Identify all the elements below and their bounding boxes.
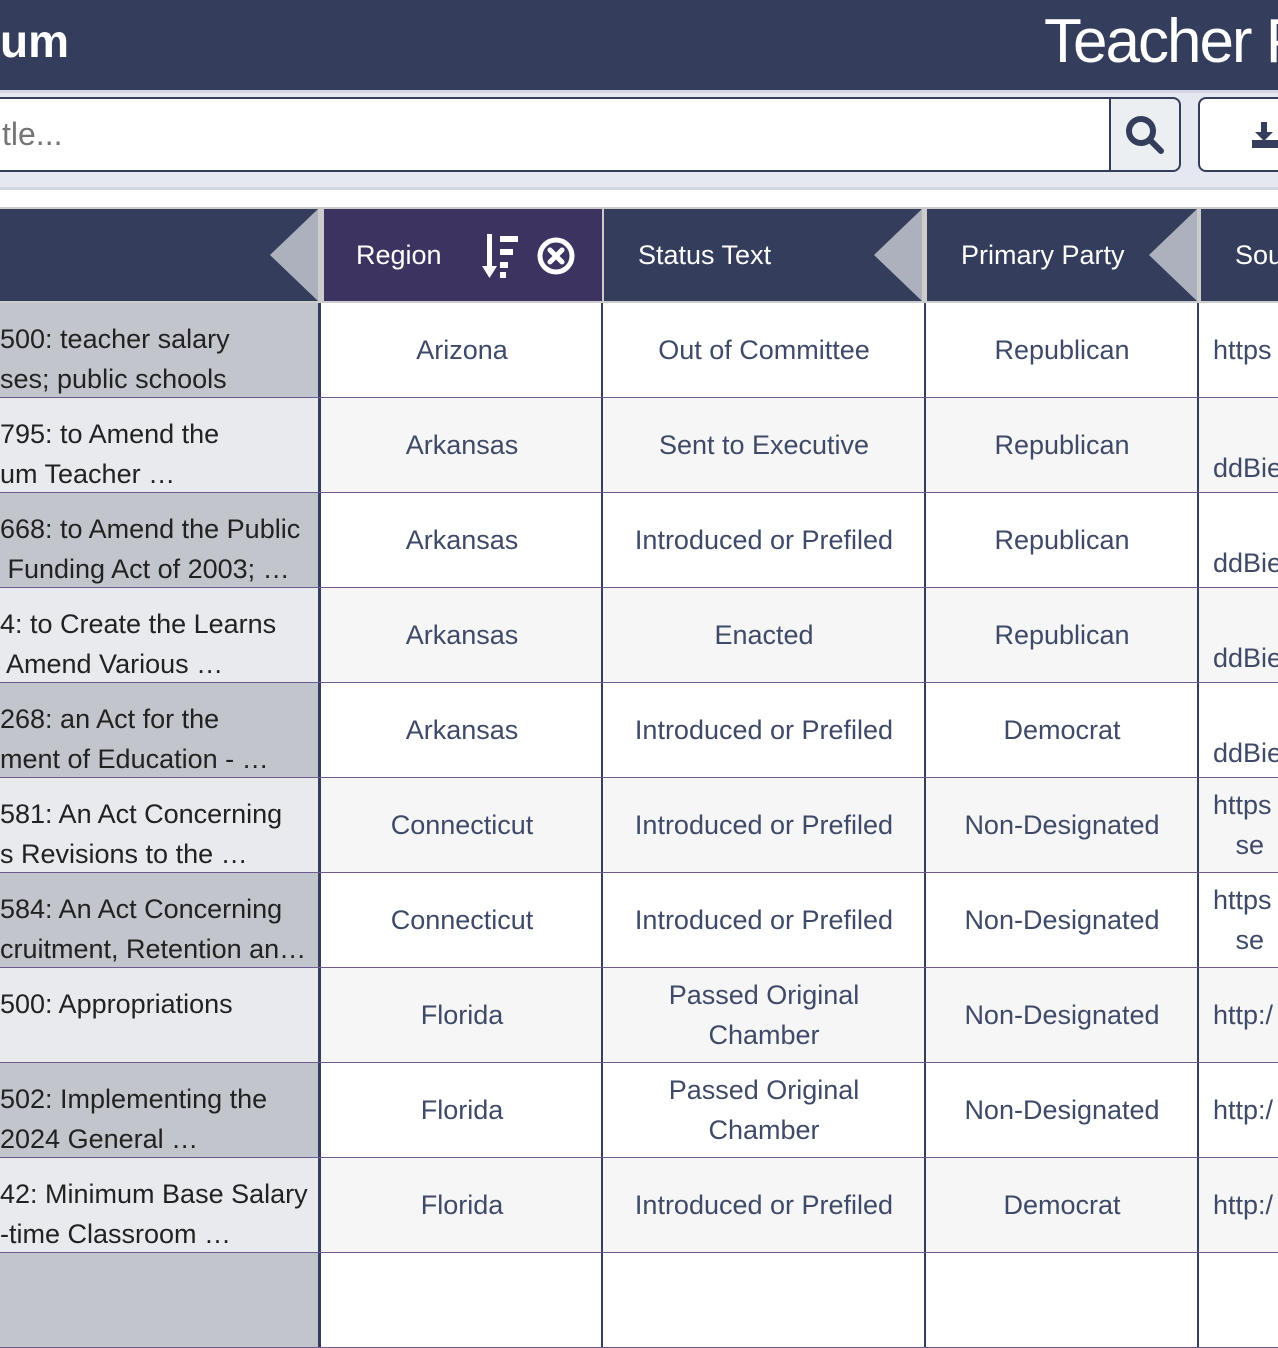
cell-region: Florida bbox=[323, 968, 603, 1062]
cell-status: Introduced or Prefiled bbox=[604, 778, 926, 872]
table-row[interactable]: 502: Implementing the 2024 General … Flor… bbox=[0, 1063, 1278, 1158]
column-header-party[interactable]: Primary Party bbox=[927, 209, 1197, 301]
cell-region: Florida bbox=[323, 1063, 603, 1157]
cell-region: Connecticut bbox=[323, 778, 603, 872]
cell-status: Introduced or Prefiled bbox=[604, 873, 926, 967]
cell-status: Passed Original Chamber bbox=[604, 1063, 926, 1157]
page-title: Teacher Pa bbox=[1044, 7, 1278, 76]
cell-region: Connecticut bbox=[323, 873, 603, 967]
search-field[interactable] bbox=[0, 97, 1110, 172]
cell-title: 584: An Act Concerning cruitment, Retent… bbox=[0, 873, 321, 967]
cell-region: Florida bbox=[323, 1158, 603, 1252]
column-label: Primary Party bbox=[961, 239, 1125, 270]
cell-title bbox=[0, 1253, 321, 1347]
column-label: Region bbox=[356, 239, 442, 270]
cell-party: Democrat bbox=[927, 1158, 1199, 1252]
cell-party: Republican bbox=[927, 398, 1199, 492]
cell-source: http:/ bbox=[1213, 1190, 1274, 1220]
cell-source: ddBie bbox=[1213, 548, 1278, 578]
collapse-column-icon[interactable] bbox=[874, 209, 922, 301]
table-row[interactable]: 42: Minimum Base Salary -time Classroom … bbox=[0, 1158, 1278, 1253]
column-header-region[interactable]: Region bbox=[324, 209, 602, 301]
cell-source: https se bbox=[1213, 790, 1272, 860]
collapse-column-icon[interactable] bbox=[1149, 209, 1197, 301]
cell-source: https bbox=[1213, 335, 1272, 365]
column-label: Status Text bbox=[638, 239, 772, 270]
cell-party: Non-Designated bbox=[927, 1063, 1199, 1157]
cell-party: Republican bbox=[927, 303, 1199, 397]
collapse-column-icon[interactable] bbox=[270, 209, 318, 301]
table-row[interactable]: 581: An Act Concerning s Revisions to th… bbox=[0, 778, 1278, 873]
cell-source: http:/ bbox=[1213, 1095, 1274, 1125]
table-row[interactable]: 500: teacher salary ses; public schools A… bbox=[0, 303, 1278, 398]
cell-title: 668: to Amend the Public Funding Act of … bbox=[0, 493, 321, 587]
cell-status: Introduced or Prefiled bbox=[604, 683, 926, 777]
cell-source: ddBie bbox=[1213, 453, 1278, 483]
table-header: Region Status Text Primary Party Sou bbox=[0, 207, 1278, 303]
column-header-title[interactable] bbox=[0, 209, 318, 301]
cell-party: Non-Designated bbox=[927, 778, 1199, 872]
cell-region: Arkansas bbox=[323, 398, 603, 492]
table-row[interactable]: 795: to Amend the um Teacher … Arkansas Se… bbox=[0, 398, 1278, 493]
table-row[interactable]: 668: to Amend the Public Funding Act of … bbox=[0, 493, 1278, 588]
table-row[interactable]: 500: Appropriations Florida Passed Origina… bbox=[0, 968, 1278, 1063]
app-header: um Teacher Pa bbox=[0, 0, 1278, 90]
cell-status: Out of Committee bbox=[604, 303, 926, 397]
cell-region bbox=[323, 1253, 603, 1347]
cell-party: Democrat bbox=[927, 683, 1199, 777]
magnifier-icon bbox=[1126, 115, 1164, 154]
cell-source: ddBie bbox=[1213, 738, 1278, 768]
table-row[interactable]: 4: to Create the Learns Amend Various … A… bbox=[0, 588, 1278, 683]
cell-region: Arkansas bbox=[323, 588, 603, 682]
cell-party: Non-Designated bbox=[927, 968, 1199, 1062]
circle-x-icon[interactable] bbox=[536, 236, 576, 276]
cell-region: Arkansas bbox=[323, 493, 603, 587]
table-row[interactable]: 268: an Act for the ment of Education - … bbox=[0, 683, 1278, 778]
cell-party bbox=[927, 1253, 1199, 1347]
cell-party: Non-Designated bbox=[927, 873, 1199, 967]
cell-status: Introduced or Prefiled bbox=[604, 493, 926, 587]
cell-source: http:/ bbox=[1213, 1000, 1274, 1030]
column-label: Sou bbox=[1235, 239, 1278, 270]
column-header-status[interactable]: Status Text bbox=[604, 209, 922, 301]
cell-party: Republican bbox=[927, 588, 1199, 682]
cell-title: 42: Minimum Base Salary -time Classroom … bbox=[0, 1158, 321, 1252]
app-brand: um bbox=[0, 15, 69, 67]
cell-status: Introduced or Prefiled bbox=[604, 1158, 926, 1252]
table-row[interactable]: 584: An Act Concerning cruitment, Retent… bbox=[0, 873, 1278, 968]
cell-region: Arkansas bbox=[323, 683, 603, 777]
cell-status: Sent to Executive bbox=[604, 398, 926, 492]
column-header-source[interactable]: Sou bbox=[1201, 209, 1278, 301]
cell-title: 581: An Act Concerning s Revisions to th… bbox=[0, 778, 321, 872]
download-icon bbox=[1252, 121, 1278, 148]
cell-source bbox=[1201, 1253, 1278, 1347]
search-input[interactable] bbox=[0, 99, 1110, 170]
cell-region: Arizona bbox=[323, 303, 603, 397]
cell-title: 500: teacher salary ses; public schools bbox=[0, 303, 321, 397]
cell-title: 502: Implementing the 2024 General … bbox=[0, 1063, 321, 1157]
cell-status: Passed Original Chamber bbox=[604, 968, 926, 1062]
cell-source: ddBie bbox=[1213, 643, 1278, 673]
cell-title: 4: to Create the Learns Amend Various … bbox=[0, 588, 321, 682]
cell-status: Enacted bbox=[604, 588, 926, 682]
cell-title: 268: an Act for the ment of Education - … bbox=[0, 683, 321, 777]
cell-title: 795: to Amend the um Teacher … bbox=[0, 398, 321, 492]
cell-status bbox=[604, 1253, 926, 1347]
cell-source: https se bbox=[1213, 885, 1272, 955]
cell-title: 500: Appropriations bbox=[0, 968, 321, 1062]
download-button[interactable] bbox=[1198, 97, 1278, 172]
search-button[interactable] bbox=[1109, 97, 1181, 172]
sort-descending-icon[interactable] bbox=[482, 234, 526, 280]
table-row[interactable] bbox=[0, 1253, 1278, 1348]
cell-party: Republican bbox=[927, 493, 1199, 587]
